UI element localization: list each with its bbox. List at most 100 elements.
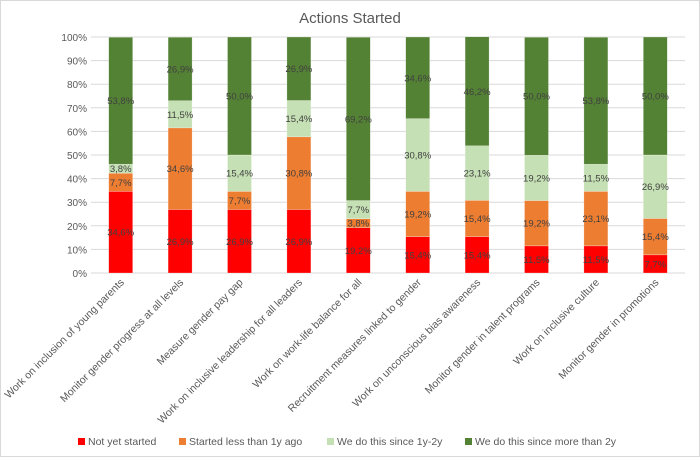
bar-segment <box>524 36 549 156</box>
y-tick-label: 0% <box>73 269 88 280</box>
bar-segment <box>643 154 668 219</box>
bar-segment <box>405 236 430 274</box>
bars: 34,6% 7,7% 3,8% 53,8% 26,9% 34,6% 11,5% 26,9% 26… <box>107 36 669 274</box>
bar-segment <box>286 36 312 101</box>
data-label: 34,6% <box>167 164 194 175</box>
data-label: 26,9% <box>642 182 669 193</box>
bar-segment <box>346 36 371 201</box>
bar-segment <box>464 236 490 274</box>
data-label: 19,2% <box>404 210 431 221</box>
data-label: 23,1% <box>464 169 491 180</box>
y-tick-label: 70% <box>67 104 87 115</box>
x-tick-label: Monitor gender in promotions <box>556 277 661 382</box>
legend-item: Started less than 1y ago <box>179 436 302 448</box>
bar-segment <box>643 36 668 156</box>
x-tick-label: Work on unconscious bias awareness <box>350 277 483 410</box>
data-label: 69,2% <box>345 114 372 125</box>
y-tick-label: 90% <box>67 57 87 68</box>
bar-segment <box>286 209 312 274</box>
data-label: 3,8% <box>110 164 132 175</box>
data-label: 19,2% <box>523 173 550 184</box>
data-label: 30,8% <box>404 151 431 162</box>
bar-segment <box>405 118 430 192</box>
y-tick-label: 50% <box>67 151 87 162</box>
bar-segment <box>227 209 252 274</box>
data-label: 26,9% <box>285 237 312 248</box>
y-axis: 0% 10% 20% 30% 40% 50% 60% 70% 80% 90% 100% <box>61 33 87 280</box>
data-label: 11,5% <box>523 255 550 266</box>
bar-segment <box>464 36 490 147</box>
bar-segment <box>583 191 609 247</box>
legend: Not yet started Started less than 1y ago W… <box>78 436 617 448</box>
bar-segment <box>108 191 133 274</box>
data-label: 50,0% <box>642 92 669 103</box>
data-label: 11,5% <box>583 173 610 184</box>
data-label: 7,7% <box>644 259 666 270</box>
chart-title: Actions Started <box>299 10 401 27</box>
y-tick-label: 80% <box>67 80 87 91</box>
bar-segment <box>227 36 252 156</box>
legend-swatch <box>179 438 186 445</box>
bar-segment <box>167 209 193 274</box>
data-label: 46,2% <box>464 87 491 98</box>
data-label: 11,5% <box>583 255 610 266</box>
data-label: 26,9% <box>167 64 194 75</box>
data-label: 23,1% <box>582 214 609 225</box>
data-label: 15,4% <box>464 214 491 225</box>
data-label: 50,0% <box>226 92 253 103</box>
bar-segment <box>108 36 133 165</box>
data-label: 26,9% <box>167 237 194 248</box>
legend-item: We do this since more than 2y <box>465 436 617 448</box>
data-label: 11,5% <box>167 110 194 121</box>
data-label: 26,9% <box>226 237 253 248</box>
data-label: 30,8% <box>285 169 312 180</box>
legend-swatch <box>327 438 334 445</box>
data-label: 19,2% <box>345 246 372 257</box>
data-label: 15,4% <box>285 114 312 125</box>
data-label: 7,7% <box>347 205 369 216</box>
data-label: 15,4% <box>642 232 669 243</box>
data-label: 15,4% <box>464 250 491 261</box>
data-label: 15,4% <box>226 169 253 180</box>
data-label: 7,7% <box>110 178 132 189</box>
legend-swatch <box>465 438 472 445</box>
x-axis: Work on inclusion of young parentsMonito… <box>2 276 661 426</box>
y-tick-label: 10% <box>67 245 87 256</box>
bar-segment <box>643 218 668 256</box>
bar-segment <box>583 245 609 274</box>
x-tick-label: Monitor gender progress at all levels <box>58 277 186 405</box>
data-label: 26,9% <box>285 64 312 75</box>
x-tick-label: Recruitment measures linked to gender <box>286 276 424 414</box>
data-label: 34,6% <box>107 228 134 239</box>
legend-label: We do this since more than 2y <box>475 436 617 448</box>
data-label: 34,6% <box>404 73 431 84</box>
data-label: 53,8% <box>582 96 609 107</box>
bar-segment <box>405 36 430 119</box>
data-label: 53,8% <box>107 96 134 107</box>
y-tick-label: 20% <box>67 222 87 233</box>
legend-label: We do this since 1y-2y <box>337 436 443 448</box>
legend-item: We do this since 1y-2y <box>327 436 443 448</box>
bar-segment <box>167 127 193 210</box>
legend-swatch <box>78 438 85 445</box>
bar-segment <box>464 200 490 237</box>
x-tick-label: Monitor gender in talent programs <box>423 277 543 397</box>
data-label: 50,0% <box>523 92 550 103</box>
data-label: 15,4% <box>404 250 431 261</box>
y-tick-label: 40% <box>67 175 87 186</box>
bar-segment <box>583 36 609 165</box>
bar-segment <box>524 245 549 274</box>
y-tick-label: 60% <box>67 127 87 138</box>
x-tick-label: Work on inclusion of young parents <box>2 277 126 401</box>
y-tick-label: 30% <box>67 198 87 209</box>
bar-segment <box>464 145 490 201</box>
bar-segment <box>286 100 312 138</box>
bar-segment <box>167 36 193 101</box>
legend-label: Started less than 1y ago <box>189 436 302 448</box>
data-label: 3,8% <box>347 219 369 230</box>
legend-label: Not yet started <box>88 436 156 448</box>
bar-segment <box>524 154 549 201</box>
data-label: 7,7% <box>229 196 251 207</box>
